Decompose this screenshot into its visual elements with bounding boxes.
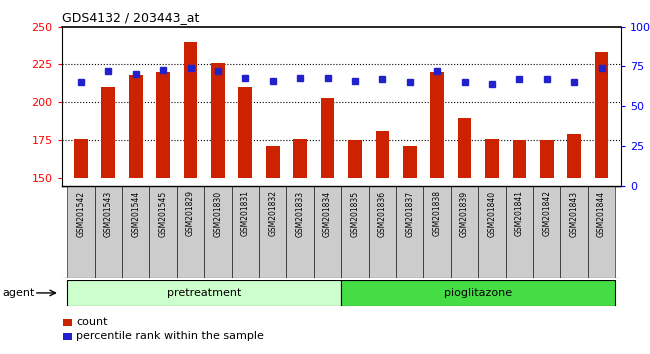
Text: GSM201832: GSM201832 <box>268 190 278 236</box>
Text: GSM201835: GSM201835 <box>350 190 359 236</box>
Bar <box>67 280 341 306</box>
Bar <box>259 186 287 278</box>
Bar <box>506 186 533 278</box>
Bar <box>588 186 616 278</box>
Bar <box>156 72 170 178</box>
Text: pretreatment: pretreatment <box>167 288 241 298</box>
Text: GSM201831: GSM201831 <box>241 190 250 236</box>
Bar <box>540 140 554 178</box>
Bar <box>403 147 417 178</box>
Bar <box>320 98 334 178</box>
Bar <box>63 333 72 340</box>
Bar <box>567 134 581 178</box>
Bar <box>266 147 280 178</box>
Bar <box>595 52 608 178</box>
Text: GSM201843: GSM201843 <box>569 190 578 236</box>
Bar <box>74 139 88 178</box>
Text: GSM201543: GSM201543 <box>104 190 113 237</box>
Text: GSM201836: GSM201836 <box>378 190 387 236</box>
Bar <box>101 87 115 178</box>
Bar <box>369 186 396 278</box>
Bar <box>478 186 506 278</box>
Bar <box>150 186 177 278</box>
Bar <box>287 186 314 278</box>
Bar <box>423 186 451 278</box>
Bar <box>293 139 307 178</box>
Text: GSM201833: GSM201833 <box>296 190 305 236</box>
Bar <box>95 186 122 278</box>
Text: GSM201545: GSM201545 <box>159 190 168 237</box>
Text: percentile rank within the sample: percentile rank within the sample <box>76 331 264 341</box>
Bar <box>512 140 527 178</box>
Bar <box>341 186 369 278</box>
Text: GSM201542: GSM201542 <box>77 190 85 236</box>
Text: count: count <box>76 317 107 327</box>
Bar <box>314 186 341 278</box>
Bar <box>485 139 499 178</box>
Bar <box>129 75 142 178</box>
Text: GSM201544: GSM201544 <box>131 190 140 237</box>
Text: GSM201840: GSM201840 <box>488 190 497 236</box>
Text: GSM201842: GSM201842 <box>542 190 551 236</box>
Bar <box>239 87 252 178</box>
Bar <box>204 186 231 278</box>
Bar <box>430 72 444 178</box>
Bar <box>396 186 423 278</box>
Bar <box>211 63 225 178</box>
Bar <box>231 186 259 278</box>
Bar <box>122 186 150 278</box>
Text: GSM201844: GSM201844 <box>597 190 606 236</box>
Bar <box>560 186 588 278</box>
Text: GSM201841: GSM201841 <box>515 190 524 236</box>
Text: GSM201834: GSM201834 <box>323 190 332 236</box>
Bar <box>458 118 471 178</box>
Bar <box>533 186 560 278</box>
Bar <box>451 186 478 278</box>
Bar <box>348 140 362 178</box>
Bar <box>376 131 389 178</box>
Text: pioglitazone: pioglitazone <box>444 288 512 298</box>
Text: GDS4132 / 203443_at: GDS4132 / 203443_at <box>62 11 199 24</box>
Text: agent: agent <box>2 288 34 298</box>
Text: GSM201837: GSM201837 <box>405 190 414 236</box>
Bar <box>177 186 204 278</box>
Text: GSM201838: GSM201838 <box>433 190 441 236</box>
Text: GSM201830: GSM201830 <box>213 190 222 236</box>
Bar <box>67 186 95 278</box>
Bar <box>341 280 616 306</box>
Bar <box>184 42 198 178</box>
Bar <box>63 319 72 326</box>
Text: GSM201829: GSM201829 <box>186 190 195 236</box>
Text: GSM201839: GSM201839 <box>460 190 469 236</box>
